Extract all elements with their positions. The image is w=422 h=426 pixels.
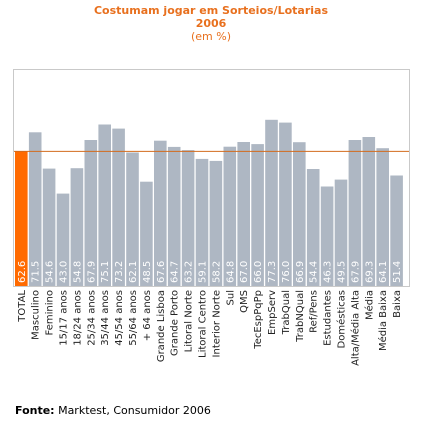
category-label-6: 35/44 anos [100, 290, 111, 346]
category-label-0: TOTAL [17, 290, 28, 323]
value-label-25: 69.3 [364, 261, 375, 283]
source-text: Marktest, Consumidor 2006 [54, 404, 211, 417]
bar-26 [376, 148, 389, 286]
bar-7 [112, 128, 125, 286]
category-label-25: Média [363, 290, 375, 320]
bar-18 [265, 119, 278, 286]
bar-4 [70, 168, 84, 286]
value-label-20: 66.9 [295, 261, 306, 283]
category-label-18: EmpServ [267, 290, 278, 335]
value-label-17: 66.0 [253, 261, 264, 283]
value-label-15: 64.8 [225, 261, 236, 283]
bar-27 [390, 175, 403, 286]
value-label-3: 43.0 [59, 261, 70, 283]
bar-24 [348, 140, 362, 286]
source-footnote: Fonte: Marktest, Consumidor 2006 [15, 404, 211, 417]
bar-23 [334, 179, 348, 286]
category-label-10: Grande Lisboa [156, 290, 167, 362]
bar-15 [223, 146, 237, 286]
value-label-0: 62.6 [17, 261, 28, 283]
category-label-8: 55/64 anos [128, 290, 139, 346]
value-label-18: 77.3 [267, 261, 278, 283]
bar-5 [84, 140, 98, 286]
category-label-23: Domésticas [336, 290, 348, 348]
category-label-2: Feminino [45, 290, 56, 335]
category-label-24: Alta/Média Alta [349, 290, 361, 366]
category-label-7: 45/54 anos [114, 290, 125, 346]
plot-frame [13, 69, 410, 287]
category-label-27: Baixa [392, 290, 403, 318]
chart-year: 2006 [195, 17, 227, 30]
bar-13 [195, 158, 209, 286]
bar-21 [306, 169, 320, 286]
category-label-15: Sul [225, 290, 236, 305]
category-label-17: TecEspPqPp [253, 290, 264, 350]
category-label-19: TrabQual [281, 290, 292, 335]
category-label-14: Interior Norte [211, 290, 222, 357]
bar-6 [98, 124, 111, 286]
category-label-22: Estudantes [323, 290, 334, 346]
value-label-7: 73.2 [114, 261, 125, 283]
category-label-26: Média Baixa [377, 290, 389, 351]
category-label-1: Masculino [31, 290, 42, 340]
category-label-20: TrabNQual [295, 290, 306, 343]
category-label-3: 15/17 anos [59, 290, 70, 346]
value-label-11: 64.7 [170, 261, 181, 283]
bar-0 [15, 151, 28, 286]
value-label-10: 67.6 [156, 261, 167, 283]
value-label-23: 49.5 [337, 261, 348, 283]
bar-22 [320, 186, 334, 286]
value-label-4: 54.8 [72, 261, 83, 283]
category-label-12: Litoral Norte [184, 290, 195, 352]
value-label-2: 54.6 [45, 261, 56, 283]
value-label-22: 46.3 [323, 261, 334, 283]
bar-14 [209, 160, 223, 286]
chart-title-block: Costumam jogar em Sorteios/Lotarias 2006… [0, 4, 422, 43]
value-label-5: 67.9 [86, 261, 97, 283]
bar-12 [181, 150, 195, 286]
chart-unit: (em %) [190, 30, 231, 43]
bar-17 [251, 144, 264, 286]
category-label-5: 25/34 anos [86, 290, 97, 346]
value-label-8: 62.1 [128, 261, 139, 283]
bar-20 [293, 142, 306, 286]
category-label-9: + 64 anos [142, 290, 153, 341]
value-label-6: 75.1 [100, 261, 111, 283]
bar-25 [362, 137, 376, 286]
value-label-27: 51.4 [392, 261, 403, 283]
value-label-26: 64.1 [378, 261, 389, 283]
value-label-13: 59.1 [198, 261, 209, 283]
value-label-9: 48.5 [142, 261, 153, 283]
bar-19 [279, 122, 292, 286]
bar-3 [56, 193, 70, 287]
bar-11 [167, 146, 181, 286]
category-label-16: QMS [239, 290, 250, 313]
source-label: Fonte: [15, 404, 55, 417]
bar-chart: 62.6 71.5 54.6 43.0 54.8 67.9 75.1 73.2 62.1 48.5… [13, 69, 410, 366]
category-label-13: Litoral Centro [198, 290, 209, 358]
bar-9 [140, 181, 153, 286]
value-label-1: 71.5 [31, 261, 42, 283]
value-label-19: 76.0 [281, 261, 292, 283]
value-label-12: 63.2 [184, 261, 195, 283]
value-label-21: 54.4 [309, 261, 320, 283]
category-label-11: Grande Porto [170, 290, 181, 356]
bar-1 [28, 132, 42, 286]
bar-10 [154, 140, 167, 286]
bar-16 [237, 142, 250, 286]
value-label-14: 58.2 [211, 261, 222, 283]
value-label-16: 67.0 [239, 261, 250, 283]
bar-2 [42, 168, 56, 286]
chart-title: Costumam jogar em Sorteios/Lotarias [93, 4, 328, 17]
bar-8 [126, 152, 139, 286]
category-label-4: 18/24 anos [72, 290, 83, 346]
value-label-24: 67.9 [350, 261, 361, 283]
category-label-21: Ref/Pens [309, 290, 320, 333]
